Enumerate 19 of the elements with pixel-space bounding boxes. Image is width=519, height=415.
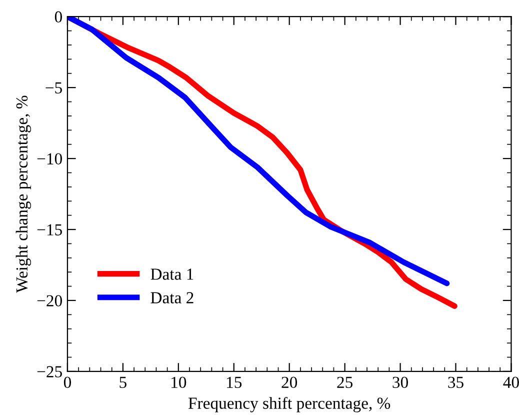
y-tick-label: 0 (54, 11, 62, 23)
x-tick-label: 30 (392, 376, 408, 388)
x-tick-label: 35 (448, 376, 464, 388)
x-tick-label: 10 (172, 376, 186, 388)
y-tick-label: −25 (37, 366, 62, 378)
y-tick-label: −5 (46, 82, 62, 94)
y-tick-label: −20 (37, 295, 62, 306)
y-axis-title: Weight change percentage, % (16, 96, 31, 293)
x-tick-label: 5 (120, 376, 126, 388)
x-tick-label: 20 (282, 376, 298, 388)
y-tick-label: −10 (37, 153, 62, 164)
legend-label: Data 2 (150, 292, 194, 304)
x-tick-label: 0 (64, 376, 71, 388)
legend-label: Data 1 (150, 268, 194, 280)
x-tick-label: 25 (337, 376, 352, 388)
x-tick-label: 40 (503, 376, 519, 388)
x-axis-title: Frequency shift percentage, % (188, 396, 390, 412)
x-tick-label: 15 (227, 376, 242, 388)
y-tick-label: −15 (37, 224, 62, 236)
